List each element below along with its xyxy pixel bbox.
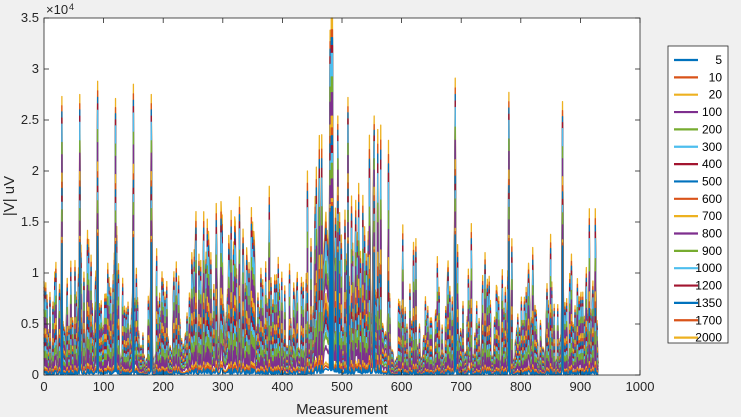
- y-axis: 0 0.5 1 1.5 2 2.5 3 3.5: [21, 10, 640, 382]
- x-tick-label: 600: [391, 379, 413, 394]
- x-tick-label: 900: [570, 379, 592, 394]
- x-tick-label: 400: [272, 379, 294, 394]
- legend-label-200: 200: [702, 122, 722, 136]
- y-tick-label: 2.5: [21, 112, 39, 127]
- legend-label-700: 700: [702, 209, 722, 223]
- y-tick-label: 3: [32, 61, 39, 76]
- y-tick-label: 1.5: [21, 214, 39, 229]
- legend-label-100: 100: [702, 105, 722, 119]
- x-axis-label: Measurement: [296, 401, 389, 417]
- legend-label-10: 10: [709, 70, 723, 84]
- legend-label-5: 5: [715, 53, 722, 67]
- y-tick-label: 3.5: [21, 10, 39, 25]
- y-multiplier-exponent: 4: [69, 2, 74, 12]
- x-axis: 0 100 200 300 400 500 600 700 800 900 1000: [40, 18, 654, 394]
- x-tick-label: 0: [40, 379, 47, 394]
- legend-label-600: 600: [702, 192, 722, 206]
- legend-label-800: 800: [702, 227, 722, 241]
- x-tick-label: 300: [212, 379, 234, 394]
- legend-label-20: 20: [709, 88, 723, 102]
- x-tick-label: 800: [510, 379, 532, 394]
- series-layer: [43, 17, 599, 376]
- legend-label-900: 900: [702, 244, 722, 258]
- legend-label-400: 400: [702, 157, 722, 171]
- y-multiplier-base: ×10: [46, 2, 68, 17]
- legend-label-1700: 1700: [695, 313, 722, 327]
- legend-label-2000: 2000: [695, 331, 722, 345]
- legend-label-1350: 1350: [695, 296, 722, 310]
- legend-label-300: 300: [702, 140, 722, 154]
- y-axis-label: |V| uV: [1, 176, 18, 216]
- legend-label-500: 500: [702, 174, 722, 188]
- x-tick-label: 700: [450, 379, 472, 394]
- y-tick-label: 2: [32, 163, 39, 178]
- x-tick-label: 100: [93, 379, 115, 394]
- x-tick-label: 1000: [626, 379, 655, 394]
- legend-label-1000: 1000: [695, 261, 722, 275]
- y-tick-label: 1: [32, 265, 39, 280]
- y-tick-label: 0: [32, 367, 39, 382]
- legend-label-1200: 1200: [695, 279, 722, 293]
- legend: 5 10 20 100 200 300 400 500 600 700 800 900 1000 1200…: [667, 45, 729, 345]
- x-tick-label: 500: [331, 379, 353, 394]
- y-tick-label: 0.5: [21, 316, 39, 331]
- series-line-5: [43, 205, 599, 376]
- x-tick-label: 200: [152, 379, 174, 394]
